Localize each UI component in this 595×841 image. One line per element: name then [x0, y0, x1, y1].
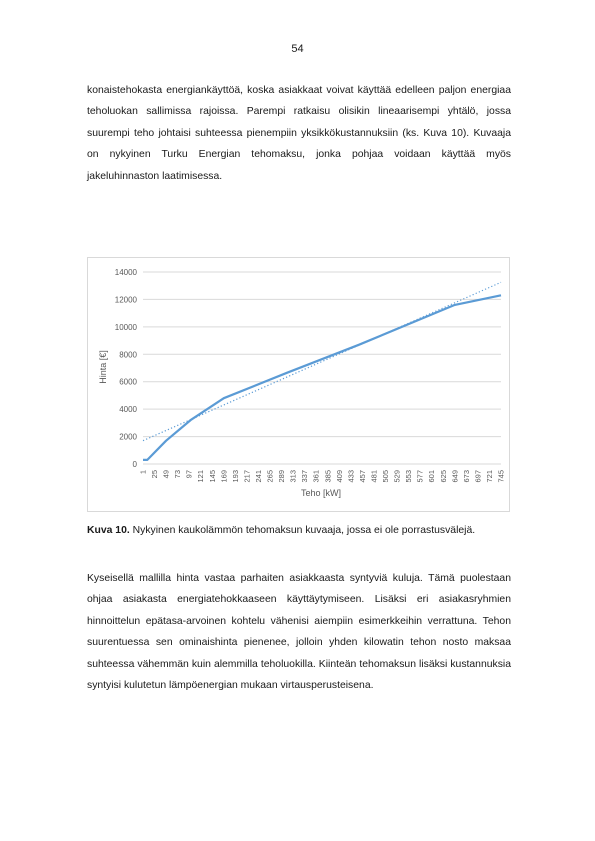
trendline — [142, 281, 502, 442]
x-tick-label: 673 — [462, 470, 471, 483]
x-tick-label: 529 — [393, 470, 402, 483]
x-tick-label: 1 — [139, 470, 148, 474]
caption-text: Nykyinen kaukolämmön tehomaksun kuvaaja,… — [129, 525, 476, 536]
x-tick-label: 433 — [346, 470, 355, 483]
x-tick-label: 73 — [173, 470, 182, 478]
y-tick-label: 6000 — [119, 378, 137, 387]
x-tick-label: 97 — [185, 470, 194, 478]
x-tick-label: 49 — [162, 470, 171, 478]
chart-gridlines — [143, 271, 501, 465]
price-series-line — [143, 294, 502, 461]
y-tick-label: 8000 — [119, 350, 137, 359]
x-tick-label: 145 — [208, 470, 217, 483]
x-tick-label: 649 — [450, 470, 459, 483]
y-axis-label: Hinta [€] — [98, 350, 108, 384]
x-tick-label: 553 — [404, 470, 413, 483]
x-tick-label: 457 — [358, 470, 367, 483]
page-number: 54 — [291, 43, 304, 55]
x-tick-label: 241 — [254, 470, 263, 483]
x-tick-label: 337 — [300, 470, 309, 483]
x-tick-label: 745 — [497, 470, 506, 483]
x-tick-label: 193 — [231, 470, 240, 483]
x-tick-label: 505 — [381, 470, 390, 483]
x-tick-label: 385 — [323, 470, 332, 483]
y-tick-label: 10000 — [115, 323, 138, 332]
paragraph-discussion: Kyseisellä mallilla hinta vastaa parhait… — [87, 573, 511, 692]
chart-frame: 0 2000 4000 6000 8000 10000 12000 14000 1 25 49 73… — [87, 257, 510, 512]
y-tick-label: 14000 — [115, 268, 138, 277]
x-tick-label: 697 — [473, 470, 482, 483]
x-tick-label: 289 — [277, 470, 286, 483]
y-tick-labels: 0 2000 4000 6000 8000 10000 12000 14000 — [115, 268, 138, 469]
x-tick-label: 577 — [416, 470, 425, 483]
x-tick-label: 721 — [485, 470, 494, 483]
x-tick-label: 409 — [335, 470, 344, 483]
y-tick-label: 0 — [133, 460, 138, 469]
y-tick-label: 2000 — [119, 433, 137, 442]
figure-caption: Kuva 10. Nykyinen kaukolämmön tehomaksun… — [87, 525, 475, 536]
chart-series — [142, 281, 502, 461]
x-tick-label: 217 — [242, 470, 251, 483]
y-tick-label: 4000 — [119, 405, 137, 414]
x-axis-label: Teho [kW] — [301, 488, 341, 498]
caption-label: Kuva 10. — [87, 525, 130, 536]
x-tick-label: 361 — [312, 470, 321, 483]
x-tick-label: 25 — [150, 470, 159, 478]
x-tick-label: 625 — [439, 470, 448, 483]
price-chart: 0 2000 4000 6000 8000 10000 12000 14000 1 25 49 73… — [98, 268, 506, 498]
x-tick-label: 481 — [369, 470, 378, 483]
paragraph-intro: konaistehokasta energiankäyttöä, koska a… — [87, 85, 511, 182]
x-tick-label: 121 — [196, 470, 205, 483]
x-tick-label: 313 — [289, 470, 298, 483]
x-tick-label: 169 — [219, 470, 228, 483]
x-tick-labels: 1 25 49 73 97 121 145 169 193 217 241 265 289 313 337 3… — [139, 470, 506, 483]
y-tick-label: 12000 — [115, 295, 138, 304]
x-tick-label: 265 — [266, 470, 275, 483]
x-tick-label: 601 — [427, 470, 436, 483]
